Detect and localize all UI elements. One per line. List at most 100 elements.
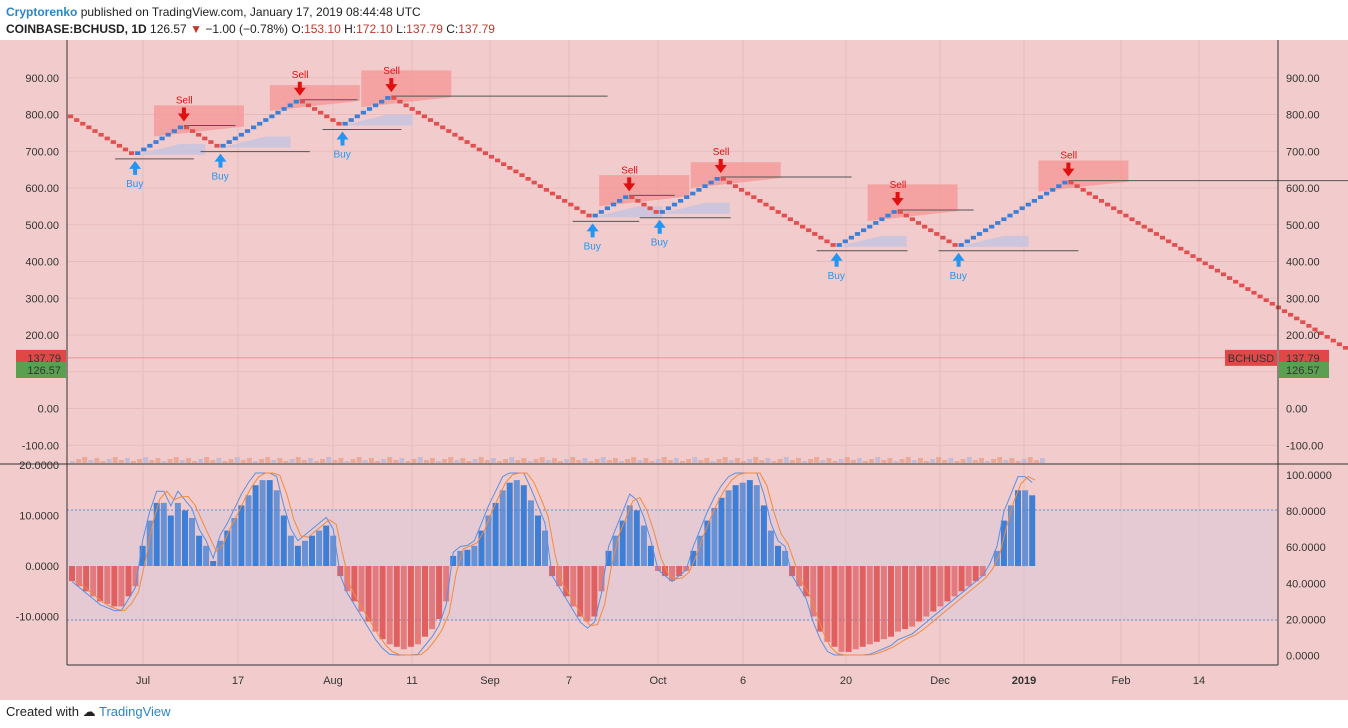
volume-bar bbox=[454, 460, 460, 463]
volume-bar bbox=[344, 461, 350, 463]
left-close-tag bbox=[16, 349, 66, 366]
volume-bar bbox=[655, 459, 661, 463]
right-oscillator-tick: 100.0000 bbox=[1286, 470, 1332, 482]
buy-arrow-icon bbox=[336, 131, 349, 146]
histogram-bar bbox=[690, 550, 697, 566]
histogram-bar bbox=[697, 535, 704, 566]
sell-arrow-icon bbox=[714, 158, 727, 173]
volume-bar bbox=[137, 459, 143, 463]
volume-bar bbox=[619, 461, 624, 463]
volume-bar bbox=[936, 457, 942, 463]
renko-brick bbox=[1257, 294, 1263, 299]
renko-brick bbox=[238, 132, 244, 137]
renko-brick bbox=[976, 232, 983, 236]
left-price-tick: 400.00 bbox=[25, 257, 59, 269]
volume-bar bbox=[204, 457, 210, 463]
renko-brick bbox=[556, 195, 562, 199]
renko-brick bbox=[885, 213, 891, 218]
left-price-tick: 700.00 bbox=[25, 146, 59, 158]
volume-bar bbox=[118, 460, 124, 463]
volume-bar bbox=[448, 457, 454, 463]
open-value: 153.10 bbox=[304, 22, 341, 36]
buy-arrow-icon bbox=[830, 252, 843, 267]
sell-zone bbox=[867, 184, 958, 222]
histogram-bar bbox=[725, 490, 732, 567]
histogram-bar bbox=[584, 566, 591, 622]
volume-bar bbox=[893, 461, 899, 463]
renko-brick bbox=[592, 213, 598, 218]
published-text: published on TradingView.com, January 17… bbox=[80, 5, 421, 19]
volume-bar bbox=[82, 457, 88, 463]
volume-bar bbox=[259, 459, 265, 463]
histogram-bar bbox=[344, 566, 351, 592]
renko-brick bbox=[507, 166, 513, 170]
histogram-bar bbox=[464, 549, 471, 566]
histogram-bar bbox=[1029, 495, 1036, 566]
renko-brick bbox=[446, 129, 452, 133]
volume-bar bbox=[399, 458, 405, 463]
histogram-bar bbox=[273, 490, 280, 567]
histogram-bar bbox=[407, 566, 414, 647]
renko-brick bbox=[1135, 221, 1141, 225]
high-value: 172.10 bbox=[356, 22, 393, 36]
renko-brick bbox=[781, 213, 787, 218]
renko-brick bbox=[1153, 232, 1159, 236]
histogram-bar bbox=[902, 566, 909, 630]
renko-brick bbox=[1288, 312, 1294, 317]
renko-brick bbox=[1123, 213, 1129, 218]
histogram-bar bbox=[669, 566, 676, 582]
renko-brick bbox=[812, 232, 818, 236]
renko-brick bbox=[330, 118, 336, 122]
renko-brick bbox=[1044, 191, 1050, 196]
renko-brick bbox=[251, 125, 257, 130]
renko-brick bbox=[897, 210, 903, 214]
volume-bar bbox=[570, 457, 576, 463]
renko-brick bbox=[324, 114, 330, 119]
renko-brick bbox=[562, 199, 568, 203]
sell-arrow-icon bbox=[177, 107, 190, 122]
histogram-bar bbox=[556, 566, 563, 587]
renko-brick bbox=[787, 217, 793, 222]
buy-label: Buy bbox=[651, 238, 668, 249]
renko-brick bbox=[946, 239, 952, 244]
renko-brick bbox=[769, 206, 775, 211]
histogram-bar bbox=[393, 566, 400, 647]
created-with-text: Created with bbox=[6, 704, 79, 719]
buy-arrow-icon bbox=[586, 223, 599, 238]
renko-brick bbox=[385, 96, 391, 100]
renko-brick bbox=[1342, 346, 1348, 350]
renko-brick bbox=[373, 103, 379, 108]
renko-brick bbox=[854, 232, 861, 236]
volume-bar bbox=[76, 459, 82, 463]
left-close-tag-text: 137.79 bbox=[27, 353, 61, 365]
tradingview-link[interactable]: TradingView bbox=[99, 704, 171, 719]
renko-brick bbox=[452, 132, 458, 137]
author-name[interactable]: Cryptorenko bbox=[6, 5, 78, 19]
renko-brick bbox=[1324, 335, 1330, 339]
oscillator-histogram bbox=[69, 480, 1036, 652]
left-price-tick: 0.00 bbox=[38, 404, 59, 416]
volume-bar bbox=[802, 461, 807, 463]
renko-brick bbox=[232, 136, 238, 141]
renko-brick bbox=[110, 140, 116, 144]
histogram-bar bbox=[224, 530, 231, 566]
sell-label: Sell bbox=[292, 70, 309, 81]
volume-bar bbox=[588, 461, 594, 463]
buy-arrow-icon bbox=[129, 160, 142, 175]
buy-label: Buy bbox=[212, 172, 229, 183]
volume-bar bbox=[314, 461, 319, 463]
histogram-bar bbox=[104, 566, 111, 604]
histogram-bar bbox=[443, 566, 450, 602]
histogram-bar bbox=[358, 566, 365, 612]
histogram-bar bbox=[563, 566, 570, 597]
volume-bar bbox=[338, 458, 344, 463]
renko-brick bbox=[830, 243, 836, 247]
volume-bar bbox=[362, 460, 368, 463]
volume-bar bbox=[954, 461, 960, 463]
renko-brick bbox=[568, 202, 574, 207]
chart-canvas[interactable]: Buy Sell Buy Sell Buy Sell Buy Sell Buy Sell Buy Se… bbox=[0, 40, 1348, 700]
renko-brick bbox=[751, 195, 757, 199]
sell-label: Sell bbox=[176, 96, 193, 107]
histogram-bar bbox=[718, 497, 725, 566]
renko-brick bbox=[440, 125, 446, 130]
